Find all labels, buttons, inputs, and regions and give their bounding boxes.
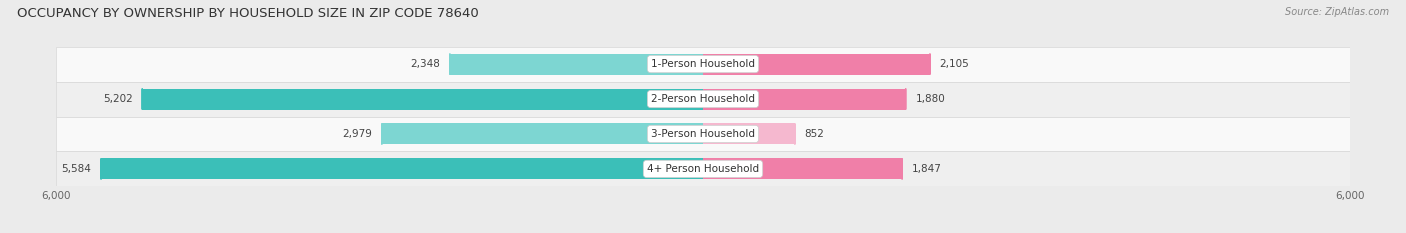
Text: 3-Person Household: 3-Person Household [651,129,755,139]
Text: 2,348: 2,348 [411,59,440,69]
FancyBboxPatch shape [56,47,1350,82]
Text: 5,584: 5,584 [62,164,91,174]
Text: OCCUPANCY BY OWNERSHIP BY HOUSEHOLD SIZE IN ZIP CODE 78640: OCCUPANCY BY OWNERSHIP BY HOUSEHOLD SIZE… [17,7,478,20]
Text: 5,202: 5,202 [103,94,132,104]
Text: 2,979: 2,979 [342,129,373,139]
Bar [703,89,905,110]
Text: 1,880: 1,880 [915,94,945,104]
Bar [450,54,703,75]
Bar [703,54,929,75]
Text: 1,847: 1,847 [912,164,942,174]
Bar [142,89,703,110]
FancyBboxPatch shape [56,151,1350,186]
FancyBboxPatch shape [56,82,1350,116]
FancyBboxPatch shape [56,116,1350,151]
Text: 1-Person Household: 1-Person Household [651,59,755,69]
Text: 852: 852 [804,129,824,139]
Text: 2-Person Household: 2-Person Household [651,94,755,104]
Bar [382,123,703,144]
Text: 4+ Person Household: 4+ Person Household [647,164,759,174]
Bar [101,158,703,179]
Text: 2,105: 2,105 [939,59,969,69]
Bar [703,158,903,179]
Text: Source: ZipAtlas.com: Source: ZipAtlas.com [1285,7,1389,17]
Bar [703,123,794,144]
